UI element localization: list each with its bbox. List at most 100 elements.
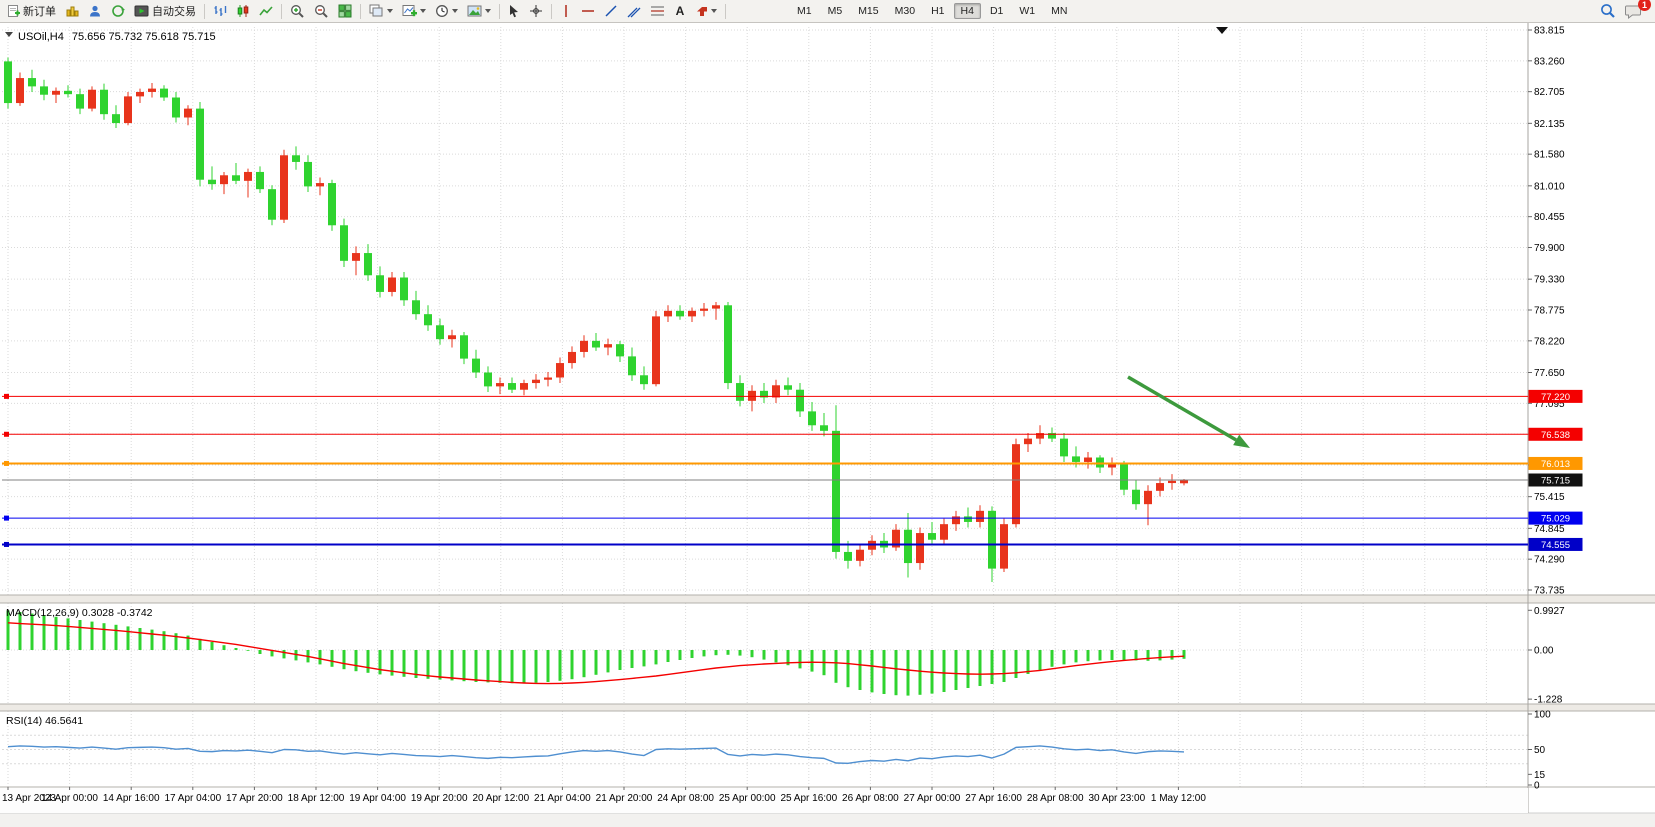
svg-text:82.705: 82.705 [1534, 87, 1565, 98]
trendline-tool-button[interactable] [600, 1, 622, 21]
period-clock-button[interactable] [431, 1, 462, 21]
timeframe-m15-button[interactable]: M15 [851, 3, 885, 19]
notification-badge: 1 [1638, 0, 1651, 11]
trendline-icon [604, 4, 618, 18]
chart-header: USOil,H4 75.656 75.732 75.618 75.715 [18, 31, 216, 43]
svg-text:82.135: 82.135 [1534, 119, 1565, 130]
gold-widget-button[interactable] [61, 1, 83, 21]
grid [2, 27, 1528, 787]
svg-text:74.290: 74.290 [1534, 555, 1565, 566]
bar-shift-marker-icon[interactable] [1216, 27, 1228, 34]
svg-text:76.538: 76.538 [1541, 430, 1570, 441]
bar-chart-button[interactable] [209, 1, 231, 21]
new-order-button[interactable]: 新订单 [3, 1, 60, 21]
text-tool-button[interactable]: A [670, 1, 690, 21]
vertical-line-tool-button[interactable] [556, 1, 576, 21]
chevron-down-icon [485, 9, 491, 13]
pane-separator[interactable] [0, 704, 1655, 711]
svg-text:75.415: 75.415 [1534, 492, 1565, 503]
toolbar-separator [499, 3, 500, 19]
tile-windows-button[interactable] [334, 1, 356, 21]
main-toolbar: 新订单 自动交易 [0, 0, 1655, 23]
level-handle-76.538[interactable] [4, 431, 9, 437]
timeframe-m30-button[interactable]: M30 [888, 3, 922, 19]
chevron-down-icon [452, 9, 458, 13]
svg-text:77.650: 77.650 [1534, 368, 1565, 379]
svg-text:21 Apr 04:00: 21 Apr 04:00 [534, 793, 591, 804]
crosshair-tool-button[interactable] [525, 1, 547, 21]
timeframe-mn-button[interactable]: MN [1044, 3, 1074, 19]
level-handle-74.555[interactable] [4, 541, 9, 547]
auto-trading-button[interactable]: 自动交易 [130, 1, 200, 21]
text-tool-icon: A [675, 4, 685, 18]
arrows-tool-button[interactable] [691, 1, 721, 21]
svg-text:75.029: 75.029 [1541, 514, 1570, 525]
svg-text:77.095: 77.095 [1534, 399, 1565, 410]
svg-text:14 Apr 16:00: 14 Apr 16:00 [103, 793, 160, 804]
auto-trading-label: 自动交易 [152, 6, 196, 18]
price-badge-76.538 [1528, 427, 1583, 441]
clock-icon [435, 4, 449, 18]
level-handle-75.029[interactable] [4, 515, 9, 521]
timeframe-h1-button[interactable]: H1 [924, 3, 951, 19]
new-chart-button[interactable] [398, 1, 430, 21]
svg-text:73.735: 73.735 [1534, 586, 1565, 597]
search-button[interactable] [1596, 1, 1620, 21]
timeframe-h4-button[interactable]: H4 [953, 3, 981, 19]
horizontal-line-tool-button[interactable] [577, 1, 599, 21]
bar-chart-icon [213, 4, 227, 18]
svg-text:100: 100 [1534, 710, 1551, 721]
level-handle-77.220[interactable] [4, 393, 9, 399]
zoom-in-button[interactable] [286, 1, 309, 21]
new-order-label: 新订单 [23, 6, 56, 18]
auto-trading-icon [134, 4, 149, 18]
chevron-down-icon [711, 9, 717, 13]
tile-windows-icon [338, 4, 352, 18]
candlestick-series [4, 57, 1188, 582]
toolbar-separator [551, 3, 552, 19]
pane-separator[interactable] [0, 595, 1655, 603]
fibonacci-icon [650, 4, 665, 18]
zoom-out-button[interactable] [310, 1, 333, 21]
svg-text:19 Apr 04:00: 19 Apr 04:00 [349, 793, 406, 804]
price-axis[interactable] [1529, 23, 1655, 813]
price-badge-75.029 [1528, 511, 1583, 525]
timeframe-w1-button[interactable]: W1 [1012, 3, 1042, 19]
template-icon [467, 4, 482, 18]
trend-arrow-annotation[interactable] [1127, 375, 1250, 448]
timeframe-d1-button[interactable]: D1 [983, 3, 1010, 19]
chat-button[interactable]: 1 [1621, 0, 1651, 21]
sync-button[interactable] [107, 1, 129, 21]
gold-widget-icon [65, 4, 79, 18]
toolbar-separator [204, 3, 205, 19]
chart-area[interactable]: 83.815 83.260 82.705 82.135 81.580 81.010 80.4… [0, 23, 1655, 827]
timeframe-m1-button[interactable]: M1 [790, 3, 819, 19]
svg-text:78.220: 78.220 [1534, 336, 1565, 347]
arrows-tool-icon [695, 5, 708, 18]
svg-text:0.00: 0.00 [1534, 646, 1554, 657]
fibonacci-tool-button[interactable] [646, 1, 669, 21]
vertical-line-icon [561, 4, 571, 18]
toolbar-separator [725, 3, 726, 19]
collapse-toolbar-icon[interactable] [5, 32, 13, 37]
toolbar-separator [360, 3, 361, 19]
channel-tool-button[interactable] [623, 1, 645, 21]
price-badge-77.220 [1528, 389, 1583, 403]
cursor-tool-button[interactable] [504, 1, 524, 21]
line-chart-button[interactable] [255, 1, 277, 21]
chevron-down-icon [387, 9, 393, 13]
user-button[interactable] [84, 1, 106, 21]
candle-chart-button[interactable] [232, 1, 254, 21]
candle-chart-icon [236, 4, 250, 18]
timeframe-m5-button[interactable]: M5 [821, 3, 850, 19]
svg-text:17 Apr 20:00: 17 Apr 20:00 [226, 793, 283, 804]
bottom-strip [0, 813, 1655, 827]
price-badge-76.013 [1528, 456, 1583, 470]
svg-text:27 Apr 16:00: 27 Apr 16:00 [965, 793, 1022, 804]
window-cascade-button[interactable] [365, 1, 397, 21]
level-handle-76.013[interactable] [4, 460, 9, 466]
template-button[interactable] [463, 1, 495, 21]
svg-text:75.715: 75.715 [1541, 476, 1570, 487]
time-axis[interactable] [0, 788, 1528, 813]
